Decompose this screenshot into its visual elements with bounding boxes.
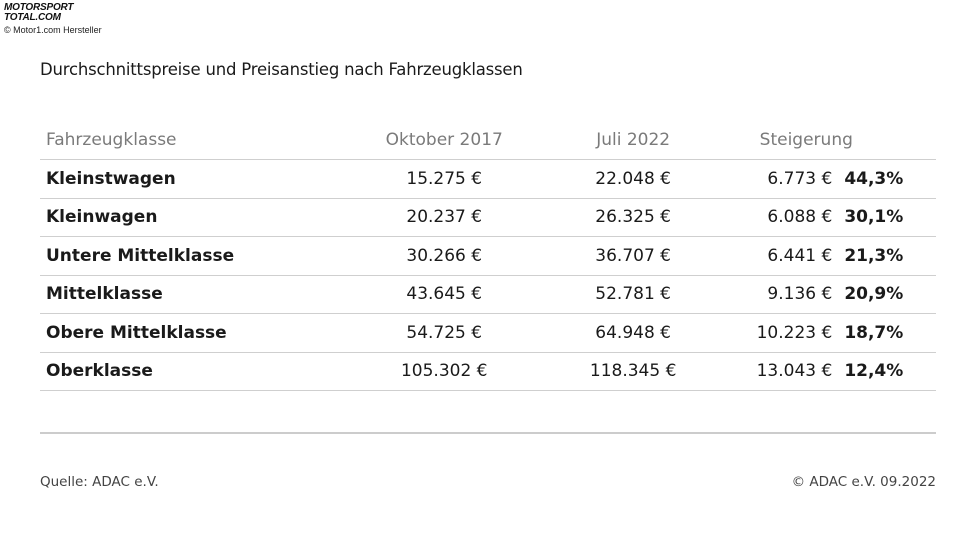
- cell-juli-2022: 22.048 €: [543, 159, 723, 199]
- cell-oktober-2017: 43.645 €: [344, 275, 544, 314]
- cell-fahrzeugklasse: Obere Mittelklasse: [40, 313, 345, 353]
- cell-juli-2022: 118.345 €: [543, 352, 723, 391]
- table-row: Untere Mittelklasse 30.266 €36.707 €6.441…: [40, 236, 936, 276]
- cell-oktober-2017: 15.275 €: [344, 159, 544, 199]
- header-fahrzeugklasse: Fahrzeugklasse: [40, 120, 345, 160]
- motorsport-total-logo: MOTORSPORT TOTAL.COM: [4, 2, 74, 23]
- cell-steigerung-absolut: 13.043 €: [722, 352, 845, 391]
- cell-juli-2022: 26.325 €: [543, 198, 723, 237]
- cell-fahrzeugklasse: Kleinwagen: [40, 198, 345, 237]
- bottom-divider: [40, 432, 936, 434]
- cell-fahrzeugklasse: Oberklasse: [40, 352, 345, 391]
- logo-line-1: MOTORSPORT: [4, 2, 74, 13]
- source-note: Quelle: ADAC e.V.: [40, 474, 159, 490]
- cell-steigerung-absolut: 9.136 €: [722, 275, 845, 314]
- cell-juli-2022: 36.707 €: [543, 236, 723, 276]
- cell-steigerung-prozent: 21,3%: [844, 236, 936, 276]
- chart-title: Durchschnittspreise und Preisanstieg nac…: [40, 60, 523, 79]
- table-body: Kleinstwagen 15.275 €22.048 €6.773 €44,3%…: [40, 159, 936, 391]
- header-juli-2022: Juli 2022: [543, 120, 723, 160]
- cell-fahrzeugklasse: Kleinstwagen: [40, 159, 345, 199]
- cell-juli-2022: 64.948 €: [543, 313, 723, 353]
- cell-fahrzeugklasse: Untere Mittelklasse: [40, 236, 345, 276]
- table-row: Kleinstwagen 15.275 €22.048 €6.773 €44,3%: [40, 159, 936, 199]
- cell-steigerung-prozent: 20,9%: [844, 275, 936, 314]
- cell-steigerung-absolut: 6.773 €: [722, 159, 845, 199]
- header-oktober-2017: Oktober 2017: [344, 120, 544, 160]
- cell-steigerung-prozent: 12,4%: [844, 352, 936, 391]
- cell-steigerung-prozent: 30,1%: [844, 198, 936, 237]
- table-row: Oberklasse 105.302 €118.345 €13.043 €12,4…: [40, 352, 936, 391]
- image-credit: © Motor1.com Hersteller: [4, 25, 102, 35]
- header-steigerung: Steigerung: [722, 120, 936, 160]
- table-row: Mittelklasse 43.645 €52.781 €9.136 €20,9%: [40, 275, 936, 314]
- cell-oktober-2017: 20.237 €: [344, 198, 544, 237]
- cell-oktober-2017: 54.725 €: [344, 313, 544, 353]
- cell-steigerung-prozent: 18,7%: [844, 313, 936, 353]
- cell-steigerung-absolut: 10.223 €: [722, 313, 845, 353]
- cell-oktober-2017: 105.302 €: [344, 352, 544, 391]
- logo-line-2: TOTAL.COM: [4, 12, 61, 23]
- cell-steigerung-absolut: 6.088 €: [722, 198, 845, 237]
- cell-oktober-2017: 30.266 €: [344, 236, 544, 276]
- table-header-row: Fahrzeugklasse Oktober 2017 Juli 2022 St…: [40, 120, 936, 160]
- table-row: Kleinwagen 20.237 €26.325 €6.088 €30,1%: [40, 198, 936, 237]
- price-table: Fahrzeugklasse Oktober 2017 Juli 2022 St…: [40, 120, 936, 391]
- cell-juli-2022: 52.781 €: [543, 275, 723, 314]
- copyright-note: © ADAC e.V. 09.2022: [791, 474, 936, 490]
- cell-steigerung-prozent: 44,3%: [844, 159, 936, 199]
- cell-steigerung-absolut: 6.441 €: [722, 236, 845, 276]
- cell-fahrzeugklasse: Mittelklasse: [40, 275, 345, 314]
- table-row: Obere Mittelklasse 54.725 €64.948 €10.223…: [40, 313, 936, 353]
